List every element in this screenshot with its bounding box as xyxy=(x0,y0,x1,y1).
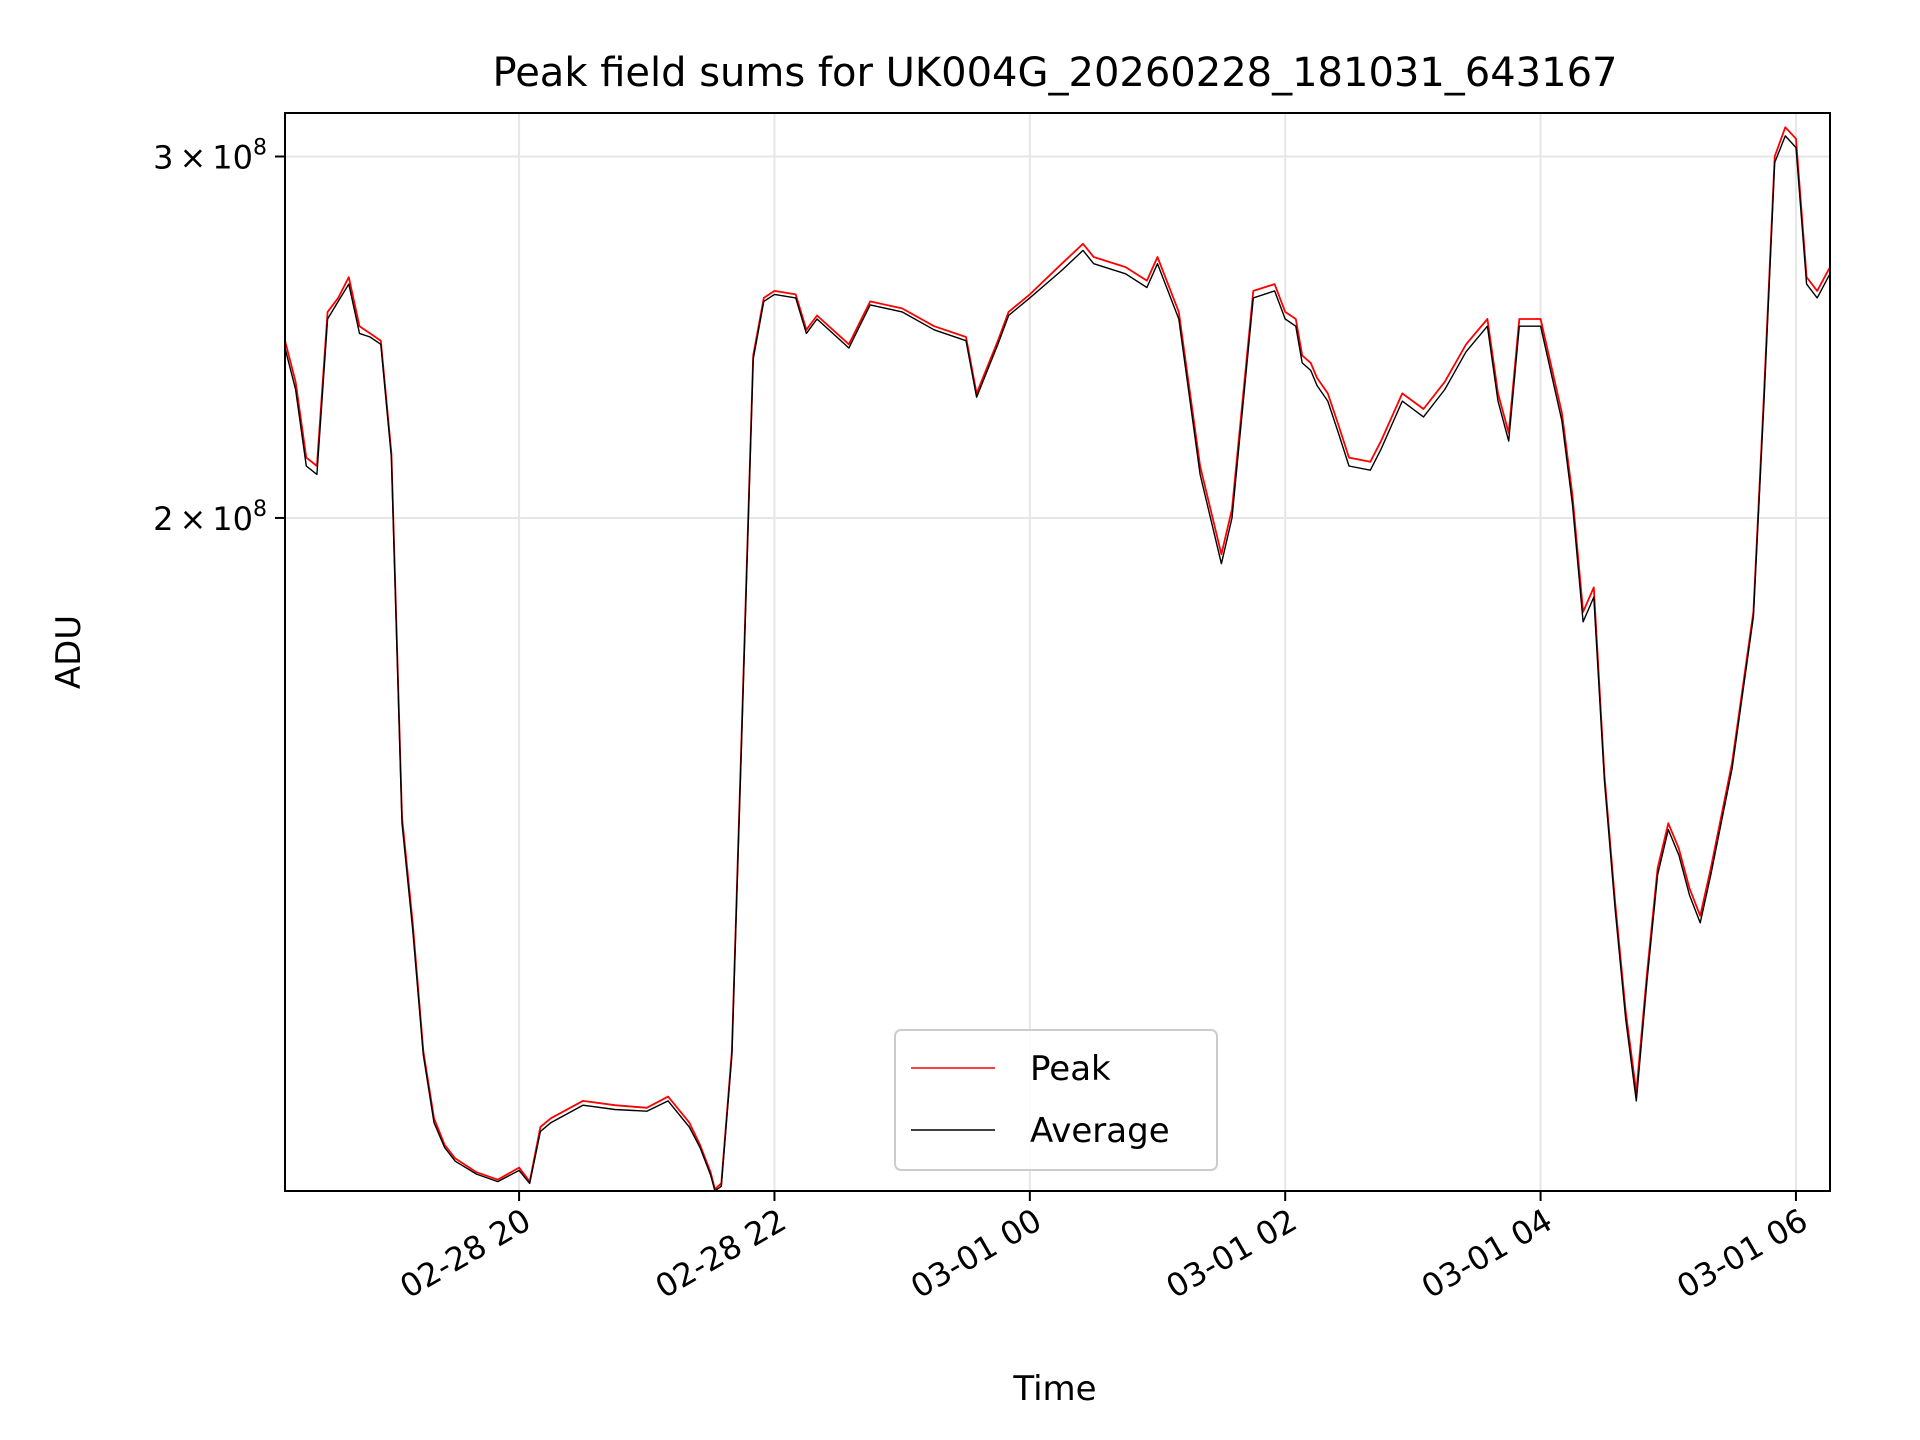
legend-box xyxy=(894,1029,1218,1171)
series-line-peak xyxy=(285,126,1830,1190)
y-tick-label-times: × xyxy=(179,138,206,176)
legend-label-average: Average xyxy=(1030,1111,1170,1151)
plot-frame xyxy=(284,112,1831,1192)
series-line-average xyxy=(285,135,1830,1191)
y-tick-label-base: 10 xyxy=(212,138,253,176)
grid xyxy=(285,113,1830,1191)
y-tick-label-mantissa: 2 xyxy=(153,500,173,538)
series-layer xyxy=(285,126,1830,1191)
y-tick-label-exponent: 8 xyxy=(253,135,267,160)
x-axis-title: Time xyxy=(1012,1369,1096,1409)
legend-label-peak: Peak xyxy=(1030,1049,1111,1089)
y-tick-label-base: 10 xyxy=(212,500,253,538)
y-tick-label-times: × xyxy=(179,500,206,538)
y-tick-label-exponent: 8 xyxy=(253,497,267,522)
y-tick-label: 2 × 108 xyxy=(153,497,267,538)
y-tick-label-mantissa: 3 xyxy=(153,138,173,176)
y-axis-title: ADU xyxy=(49,615,89,689)
legend: Peak Average xyxy=(894,1029,1218,1171)
y-tick-label: 3 × 108 xyxy=(153,135,267,176)
chart-title: Peak field sums for UK004G_20260228_1810… xyxy=(493,50,1618,96)
